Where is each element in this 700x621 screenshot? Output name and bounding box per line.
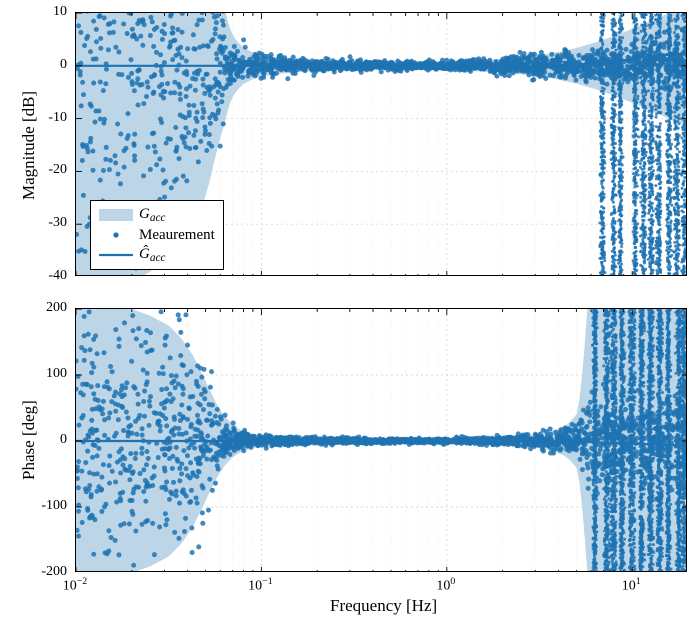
tick-label: -100	[41, 498, 67, 514]
tick-label: -20	[48, 162, 67, 178]
legend-label-measurement: Meaurement	[139, 227, 215, 244]
tick-label: -40	[48, 268, 67, 284]
legend: Gacc Meaurement Ĝacc	[90, 200, 224, 270]
legend-swatch-point	[99, 228, 133, 242]
phase-ylabel: Phase [deg]	[19, 400, 39, 480]
legend-swatch-band	[99, 208, 133, 222]
magnitude-ylabel: Magnitude [dB]	[19, 91, 39, 200]
bode-figure: Magnitude [dB] Phase [deg] Frequency [Hz…	[0, 0, 700, 621]
legend-item-point: Meaurement	[99, 225, 215, 245]
tick-label: 0	[60, 57, 67, 73]
tick-label: 100	[46, 366, 67, 382]
legend-label-gacc: Gacc	[139, 206, 165, 224]
frequency-xlabel: Frequency [Hz]	[330, 596, 437, 616]
tick-label: -10	[48, 110, 67, 126]
legend-item-band: Gacc	[99, 205, 215, 225]
legend-item-line: Ĝacc	[99, 245, 215, 265]
phase-panel	[75, 308, 687, 572]
legend-label-ghat: Ĝacc	[139, 246, 165, 264]
legend-swatch-line	[99, 248, 133, 262]
tick-label: 0	[60, 432, 67, 448]
tick-label: 10	[53, 4, 67, 20]
phase-plot-svg	[76, 309, 687, 572]
tick-label: 200	[46, 300, 67, 316]
tick-label: 100	[436, 576, 455, 595]
tick-label: 10−2	[63, 576, 87, 595]
tick-label: 10−1	[248, 576, 272, 595]
tick-label: -30	[48, 215, 67, 231]
tick-label: 101	[622, 576, 641, 595]
